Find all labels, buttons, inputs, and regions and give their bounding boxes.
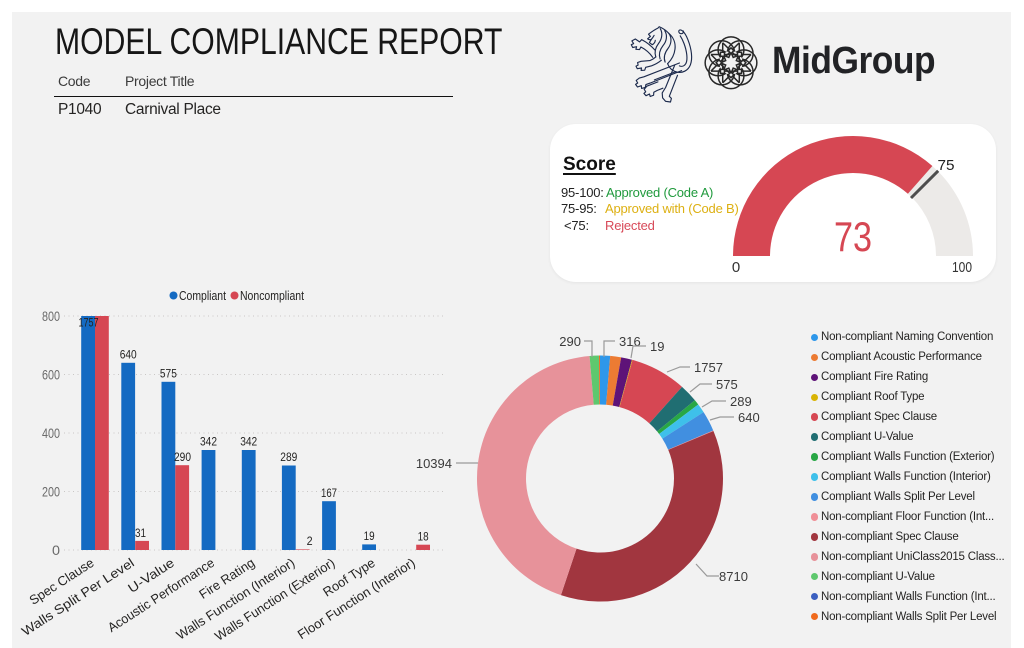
svg-text:290: 290 [174, 450, 191, 464]
svg-text:73: 73 [834, 213, 872, 260]
svg-text:Compliant: Compliant [179, 288, 226, 303]
svg-text:640: 640 [738, 410, 760, 425]
svg-text:75: 75 [938, 157, 955, 174]
svg-text:289: 289 [280, 450, 297, 464]
svg-text:200: 200 [42, 484, 60, 500]
svg-text:10394: 10394 [416, 456, 452, 471]
svg-text:640: 640 [120, 348, 137, 362]
svg-text:1757: 1757 [694, 360, 723, 375]
svg-text:289: 289 [730, 394, 752, 409]
svg-text:31: 31 [135, 526, 146, 540]
svg-text:167: 167 [321, 486, 337, 500]
svg-text:Noncompliant: Noncompliant [240, 288, 304, 303]
svg-text:19: 19 [364, 529, 375, 543]
svg-text:100: 100 [952, 259, 972, 276]
svg-text:316: 316 [619, 334, 641, 349]
svg-text:342: 342 [240, 435, 257, 449]
svg-text:342: 342 [200, 435, 217, 449]
svg-text:600: 600 [42, 367, 60, 383]
svg-text:19: 19 [650, 339, 664, 354]
svg-text:575: 575 [160, 367, 177, 381]
svg-text:2: 2 [307, 534, 313, 548]
svg-text:290: 290 [559, 334, 581, 349]
svg-text:400: 400 [42, 425, 60, 441]
svg-text:800: 800 [42, 308, 60, 324]
svg-text:0: 0 [52, 542, 60, 558]
svg-text:8710: 8710 [719, 569, 748, 584]
svg-text:1757: 1757 [79, 316, 99, 330]
svg-text:0: 0 [732, 259, 740, 276]
svg-text:575: 575 [716, 377, 738, 392]
svg-text:18: 18 [418, 529, 429, 543]
